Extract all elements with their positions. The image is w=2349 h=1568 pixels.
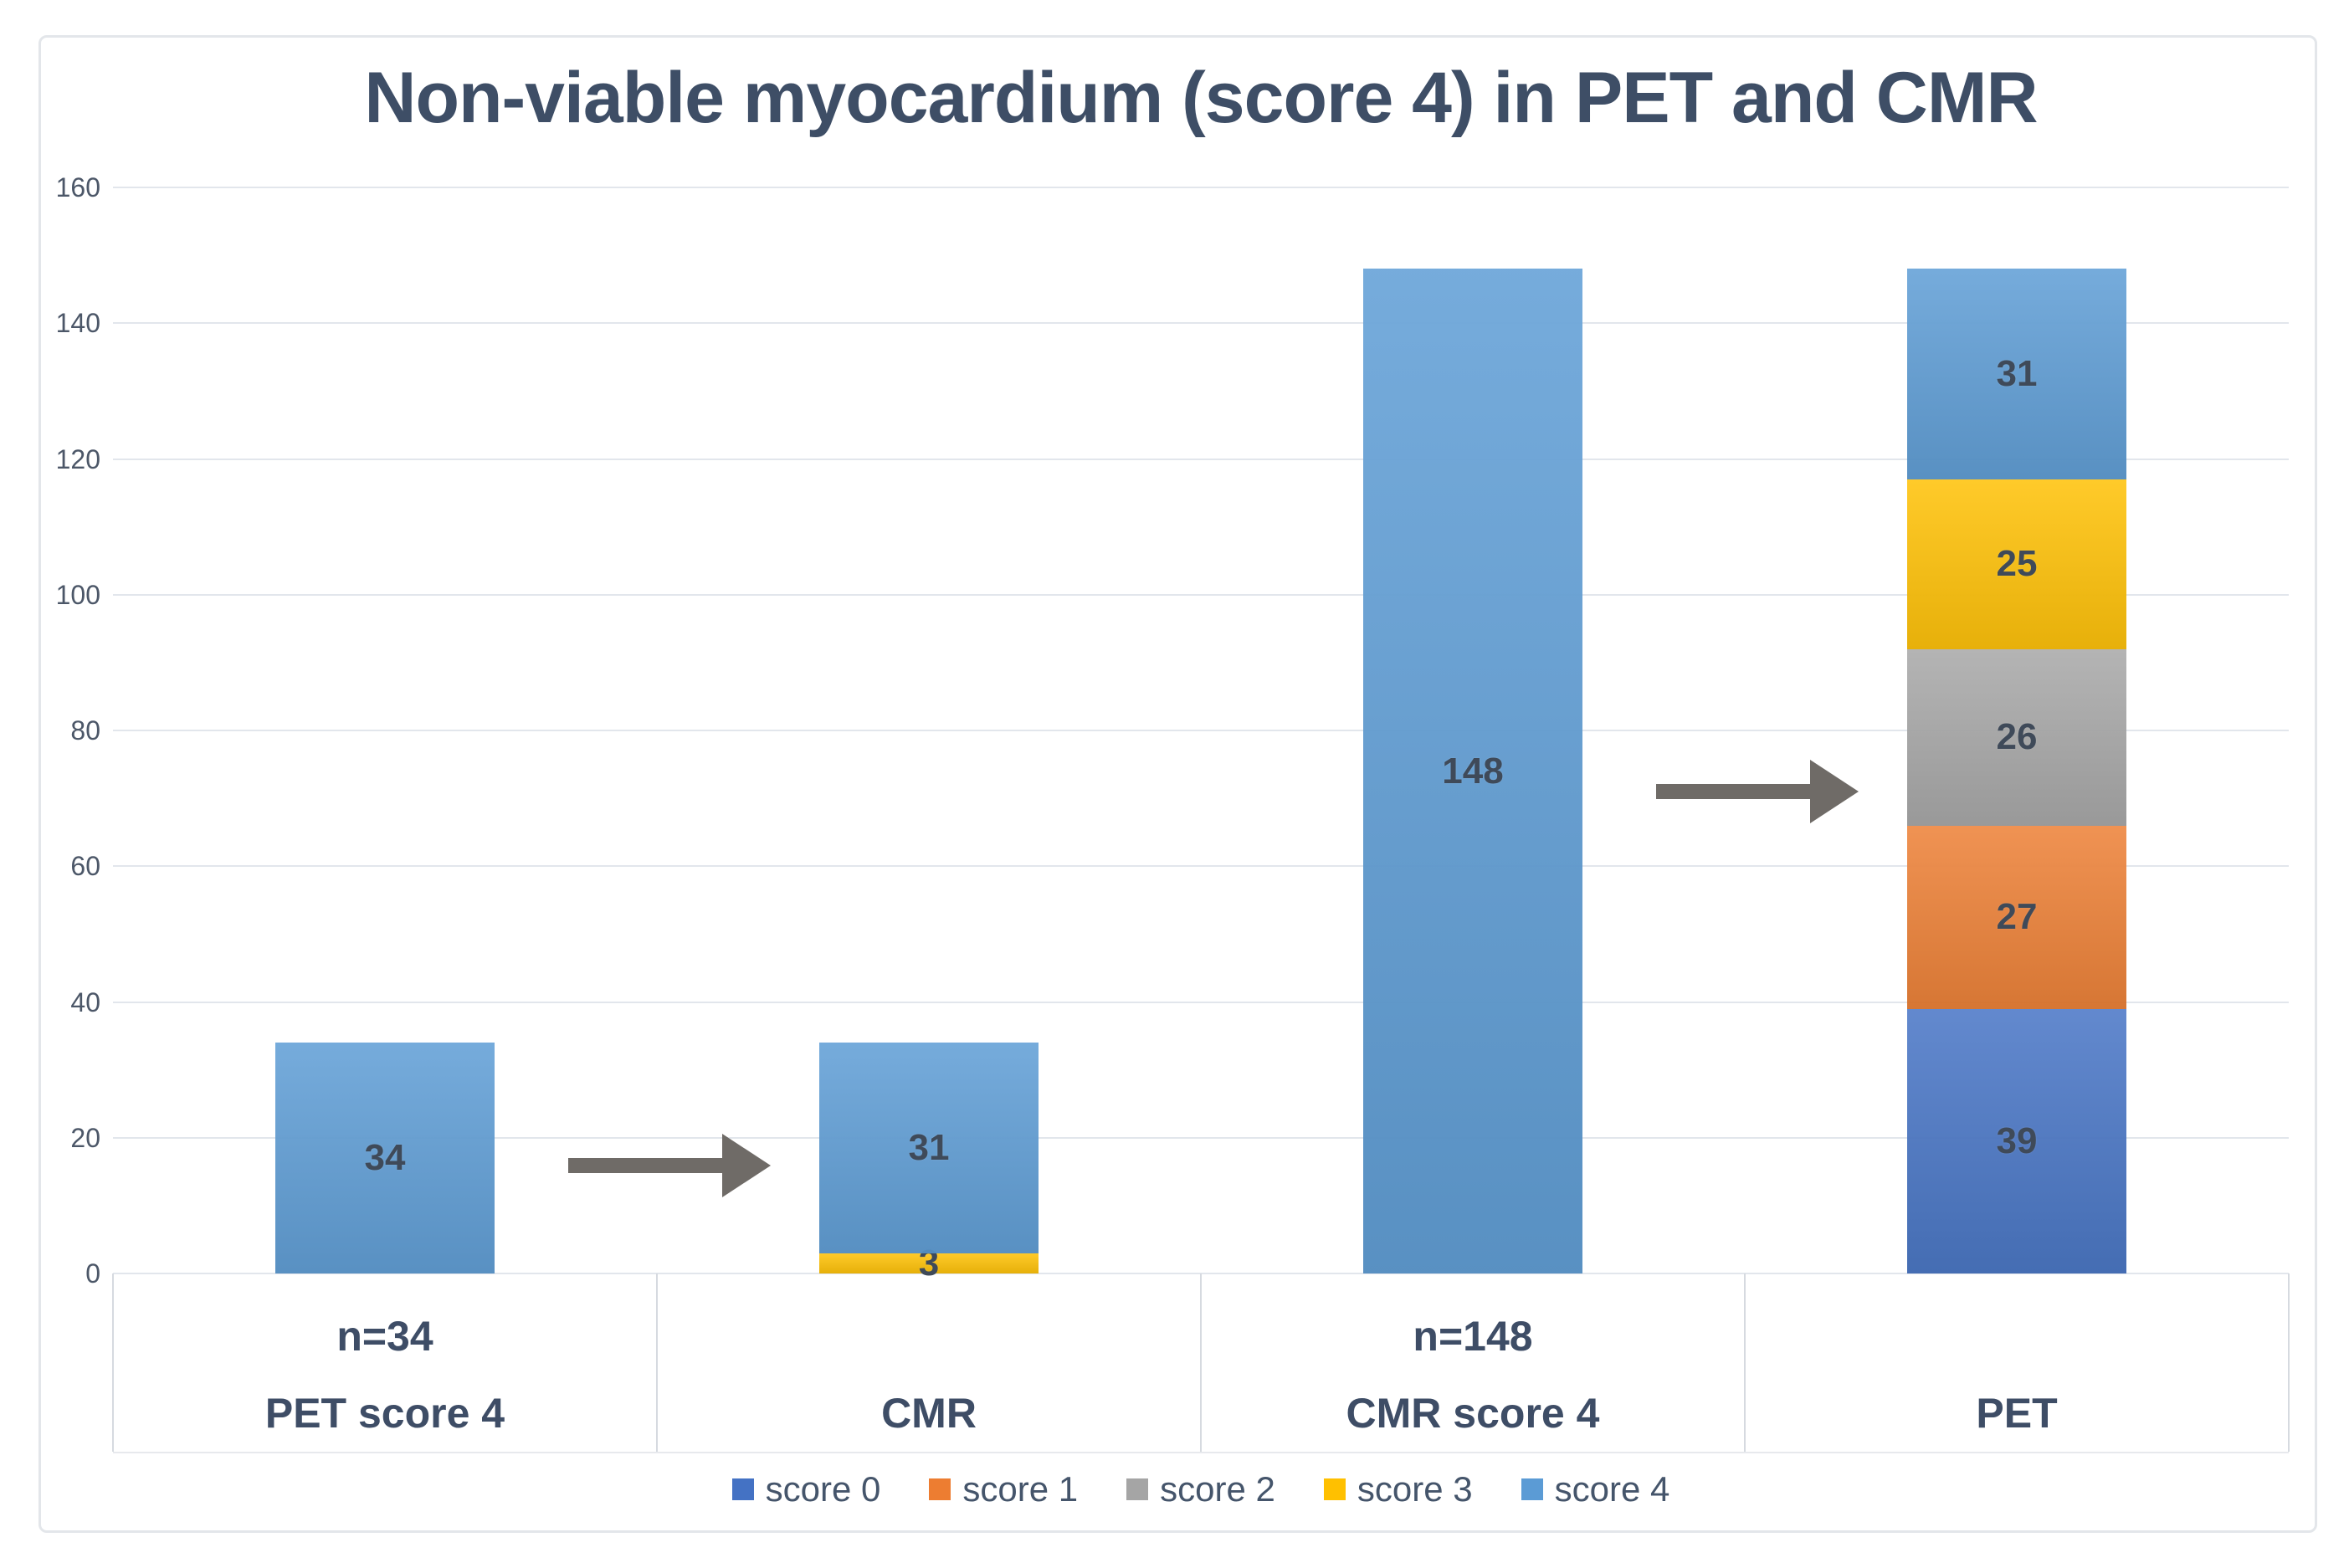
bar-segment-label: 34	[364, 1137, 406, 1179]
category-label: PET score 4	[264, 1390, 505, 1437]
category-label: CMR	[881, 1390, 977, 1437]
bar-segment: 25	[1907, 479, 2126, 649]
bar-segment-label: 25	[1996, 543, 2038, 585]
axis-table-divider	[2288, 1273, 2290, 1452]
bar-segment-label: 31	[908, 1126, 950, 1168]
legend-label: score 2	[1160, 1469, 1275, 1509]
y-tick-label: 160	[55, 172, 100, 202]
gridline	[113, 187, 2289, 188]
arrow-icon	[1656, 784, 1810, 799]
gridline	[113, 322, 2289, 325]
legend-swatch	[1323, 1478, 1346, 1500]
axis-table-divider	[1200, 1273, 1202, 1452]
y-tick-label: 80	[70, 715, 100, 746]
bar-segment: 34	[275, 1043, 495, 1273]
category-label: CMR score 4	[1346, 1390, 1600, 1437]
bar-segment: 27	[1907, 825, 2126, 1009]
legend-item: score 0	[731, 1469, 881, 1509]
legend-item: score 4	[1521, 1469, 1670, 1509]
gridline	[113, 1001, 2289, 1003]
arrow-icon	[568, 1158, 722, 1173]
legend-label: score 0	[765, 1469, 881, 1509]
legend-swatch	[929, 1478, 951, 1500]
legend-swatch	[1521, 1478, 1543, 1500]
bar-segment-label: 31	[1996, 353, 2038, 395]
legend-label: score 3	[1357, 1469, 1473, 1509]
axis-table-bottom-border	[113, 1452, 2289, 1453]
y-tick-label: 120	[55, 443, 100, 474]
chart-title: Non-viable myocardium (score 4) in PET a…	[364, 57, 2038, 138]
bar-segment: 31	[1907, 269, 2126, 479]
gridline	[113, 458, 2289, 460]
gridline	[113, 593, 2289, 596]
legend-item: score 2	[1126, 1470, 1275, 1509]
legend-swatch	[1126, 1478, 1149, 1500]
bar-segment-label: 148	[1442, 750, 1504, 792]
y-tick-label: 20	[70, 1122, 100, 1153]
gridline	[113, 1136, 2289, 1139]
y-tick-label: 60	[70, 851, 100, 882]
bar-segment-label: 39	[1996, 1120, 2038, 1161]
group-label: n=34	[336, 1313, 433, 1360]
axis-table-divider	[656, 1273, 658, 1452]
bar-segment-label: 26	[1996, 716, 2038, 758]
gridline	[113, 865, 2289, 868]
legend: score 0 score 1 score 2 score 3 score 4	[113, 1463, 2289, 1516]
arrow-head-icon	[1810, 760, 1859, 823]
legend-label: score 1	[962, 1469, 1079, 1509]
bar-segment: 148	[1363, 269, 1582, 1273]
bar-segment: 31	[819, 1043, 1039, 1253]
gridline	[113, 730, 2289, 731]
bar-segment: 3	[819, 1244, 1039, 1281]
bar-segment: 26	[1907, 648, 2126, 826]
category-label: PET	[1976, 1390, 2058, 1437]
y-tick-label: 0	[85, 1258, 100, 1289]
legend-label: score 4	[1554, 1469, 1670, 1509]
group-label: n=148	[1413, 1313, 1533, 1360]
bar-segment-label: 27	[1996, 896, 2038, 938]
y-tick-label: 140	[55, 308, 100, 339]
axis-table-divider	[1744, 1273, 1746, 1452]
arrow-head-icon	[722, 1134, 771, 1197]
legend-item: score 3	[1323, 1469, 1473, 1509]
legend-swatch	[731, 1478, 754, 1500]
bar-segment: 39	[1907, 1008, 2126, 1273]
y-tick-label: 100	[55, 579, 100, 610]
axis-table-divider	[112, 1273, 114, 1452]
legend-item: score 1	[929, 1470, 1078, 1509]
y-tick-label: 40	[70, 986, 100, 1017]
